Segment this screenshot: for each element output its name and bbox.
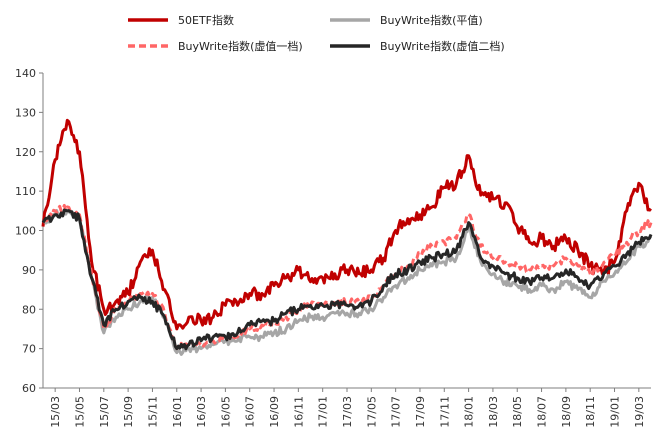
x-tick-label: 16/07 — [244, 396, 257, 428]
x-tick-label: 18/11 — [584, 396, 597, 428]
x-tick-label: 15/03 — [49, 396, 62, 428]
y-tick-label: 140 — [15, 67, 36, 80]
legend-label-2: BuyWrite指数(平值) — [380, 13, 483, 27]
x-tick-label: 16/01 — [171, 396, 184, 428]
x-tick-label: 16/03 — [195, 396, 208, 428]
y-tick-label: 130 — [15, 106, 36, 119]
x-tick-label: 18/01 — [463, 396, 476, 428]
x-tick-label: 16/11 — [292, 396, 305, 428]
x-tick-label: 17/11 — [438, 396, 451, 428]
legend-label-1: 50ETF指数 — [178, 13, 234, 27]
x-tick-label: 15/05 — [73, 396, 86, 428]
x-tick-label: 17/03 — [341, 396, 354, 428]
x-tick-label: 17/05 — [365, 396, 378, 428]
y-tick-label: 70 — [22, 343, 36, 356]
x-tick-label: 18/09 — [560, 396, 573, 428]
x-tick-label: 18/07 — [536, 396, 549, 428]
x-tick-label: 16/09 — [268, 396, 281, 428]
y-tick-label: 120 — [15, 146, 36, 159]
series-line-1 — [41, 118, 652, 331]
x-tick-label: 19/03 — [633, 396, 646, 428]
legend: 50ETF指数 BuyWrite指数(平值) BuyWrite指数(虚值一档) Buy… — [128, 13, 505, 53]
y-tick-label: 90 — [22, 264, 36, 277]
x-tick-label: 15/09 — [122, 396, 135, 428]
x-tick-label: 17/01 — [317, 396, 330, 428]
x-tick-label: 17/07 — [390, 396, 403, 428]
series-lines — [41, 118, 653, 356]
y-tick-label: 80 — [22, 303, 36, 316]
axes: 60 70 80 90 100 110 120 130 140 15/03 15/05 15/07 15… — [15, 67, 651, 428]
series-line-4 — [41, 208, 653, 351]
legend-label-3: BuyWrite指数(虚值一档) — [178, 39, 303, 53]
series-line-3 — [41, 203, 653, 351]
x-tick-label: 16/05 — [219, 396, 232, 428]
y-tick-label: 110 — [15, 185, 36, 198]
y-tick-label: 100 — [15, 225, 36, 238]
x-tick-label: 15/07 — [98, 396, 111, 428]
legend-label-4: BuyWrite指数(虚值二档) — [380, 39, 505, 53]
x-tick-label: 17/09 — [414, 396, 427, 428]
x-tick-label: 18/03 — [487, 396, 500, 428]
x-tick-label: 19/01 — [609, 396, 622, 428]
x-tick-label: 18/05 — [511, 396, 524, 428]
y-tick-label: 60 — [22, 382, 36, 395]
x-tick-label: 15/11 — [146, 396, 159, 428]
